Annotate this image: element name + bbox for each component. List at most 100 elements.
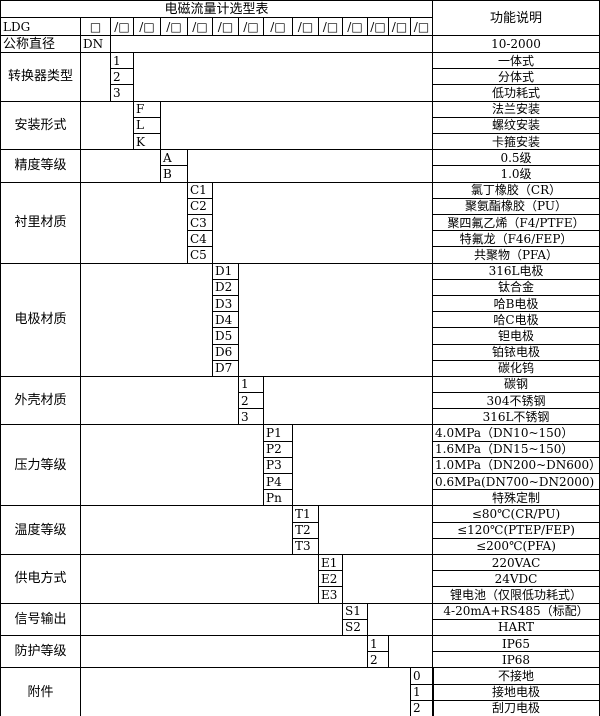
option-code: E3	[318, 586, 343, 604]
model-box: /□	[133, 17, 161, 36]
option-desc: 碳化钨	[432, 359, 600, 377]
option-code: A	[160, 149, 188, 167]
model-box: /□	[292, 17, 319, 36]
option-desc: ≤80℃(CR/PU)	[432, 505, 600, 523]
model-box: /□	[318, 17, 343, 36]
group-label: 电极材质	[0, 262, 81, 377]
blank	[367, 602, 433, 636]
option-desc: 聚四氟乙烯（F4/PTFE）	[432, 213, 600, 232]
option-desc: 共聚物（PFA）	[432, 246, 600, 264]
model-box: /□	[212, 17, 239, 36]
option-desc: 316L不锈钢	[432, 408, 600, 426]
group-label: 安装形式	[0, 100, 81, 151]
option-desc: 钽电极	[432, 327, 600, 345]
blank	[110, 35, 433, 53]
group-label: 外壳材质	[0, 375, 81, 426]
option-desc: IP65	[432, 635, 600, 653]
model-box: /□	[410, 17, 433, 36]
model-box: /□	[110, 17, 134, 36]
option-desc: 哈C电极	[432, 311, 600, 329]
option-code: 2	[110, 68, 134, 86]
option-code: L	[133, 116, 161, 134]
blank	[238, 262, 433, 377]
blank	[342, 554, 433, 604]
option-desc: 一体式	[432, 52, 600, 70]
option-code: D7	[212, 359, 239, 377]
option-desc: 304不锈钢	[432, 392, 600, 410]
option-desc: 聚氨酯橡胶（PU）	[432, 197, 600, 215]
option-desc: 4.0MPa（DN10~150）	[432, 424, 600, 442]
option-code: C4	[187, 230, 213, 248]
option-desc: 24VDC	[432, 570, 600, 588]
option-desc: 220VAC	[432, 554, 600, 572]
option-code: F	[133, 100, 161, 118]
option-code: P1	[263, 424, 293, 442]
option-code: K	[133, 132, 161, 151]
blank	[292, 424, 433, 507]
option-code: 1	[367, 635, 389, 653]
option-code: 2	[410, 699, 433, 716]
model-box: /□	[263, 17, 293, 36]
option-code: T2	[292, 521, 319, 539]
option-desc: HART	[432, 618, 600, 637]
blank	[212, 181, 433, 264]
option-code: P2	[263, 440, 293, 458]
option-code: D5	[212, 327, 239, 345]
model-box: /□	[160, 17, 188, 36]
group-label: 温度等级	[0, 505, 81, 556]
option-desc: 1.0级	[432, 165, 600, 183]
option-code: 1	[238, 375, 264, 394]
option-code: 3	[238, 408, 264, 426]
model-box: /□	[187, 17, 213, 36]
nominal-label: 公称直径	[0, 35, 81, 53]
blank	[187, 149, 433, 183]
option-code: 2	[367, 651, 389, 669]
option-desc: 接地电极	[432, 683, 600, 701]
blank	[80, 635, 368, 669]
option-desc: 不接地	[432, 667, 600, 685]
model-box: /□	[238, 17, 264, 36]
blank	[80, 424, 264, 507]
option-code: 1	[110, 52, 134, 70]
group-label: 压力等级	[0, 424, 81, 507]
blank	[80, 100, 134, 151]
option-code: D4	[212, 311, 239, 329]
option-code: E1	[318, 554, 343, 572]
option-desc: 0.6MPa(DN700~DN2000)	[432, 473, 600, 491]
option-desc: 特氟龙（F46/FEP）	[432, 230, 600, 248]
option-code: C5	[187, 246, 213, 264]
option-desc: 特殊定制	[432, 489, 600, 507]
option-code: T3	[292, 537, 319, 556]
option-desc: IP68	[432, 651, 600, 669]
option-code: D3	[212, 294, 239, 313]
option-code: Pn	[263, 489, 293, 507]
nominal-code: DN	[80, 35, 111, 53]
blank	[80, 554, 319, 604]
model-prefix: LDG	[0, 17, 81, 36]
option-desc: 0.5级	[432, 149, 600, 167]
option-desc: 分体式	[432, 68, 600, 86]
option-desc: 钛合金	[432, 278, 600, 296]
option-code: D1	[212, 262, 239, 280]
option-code: 2	[238, 392, 264, 410]
option-code: P4	[263, 473, 293, 491]
option-desc: 1.6MPa（DN15~150）	[432, 440, 600, 458]
option-desc: 低功耗式	[432, 84, 600, 102]
option-desc: 卡箍安装	[432, 132, 600, 151]
option-code: D6	[212, 343, 239, 361]
table-title: 电磁流量计选型表	[0, 0, 433, 18]
group-label: 供电方式	[0, 554, 81, 604]
model-box: /□	[388, 17, 411, 36]
option-desc: 螺纹安装	[432, 116, 600, 134]
description-header: 功能说明	[432, 0, 600, 36]
option-code: T1	[292, 505, 319, 523]
option-code: B	[160, 165, 188, 183]
option-desc: 法兰安装	[432, 100, 600, 118]
option-desc: 刮刀电极	[432, 699, 600, 716]
option-code: S2	[342, 618, 368, 637]
option-code: D2	[212, 278, 239, 296]
model-box: □	[80, 17, 111, 36]
option-code: 1	[410, 683, 433, 701]
option-desc: ≤120℃(PTEP/FEP)	[432, 521, 600, 539]
